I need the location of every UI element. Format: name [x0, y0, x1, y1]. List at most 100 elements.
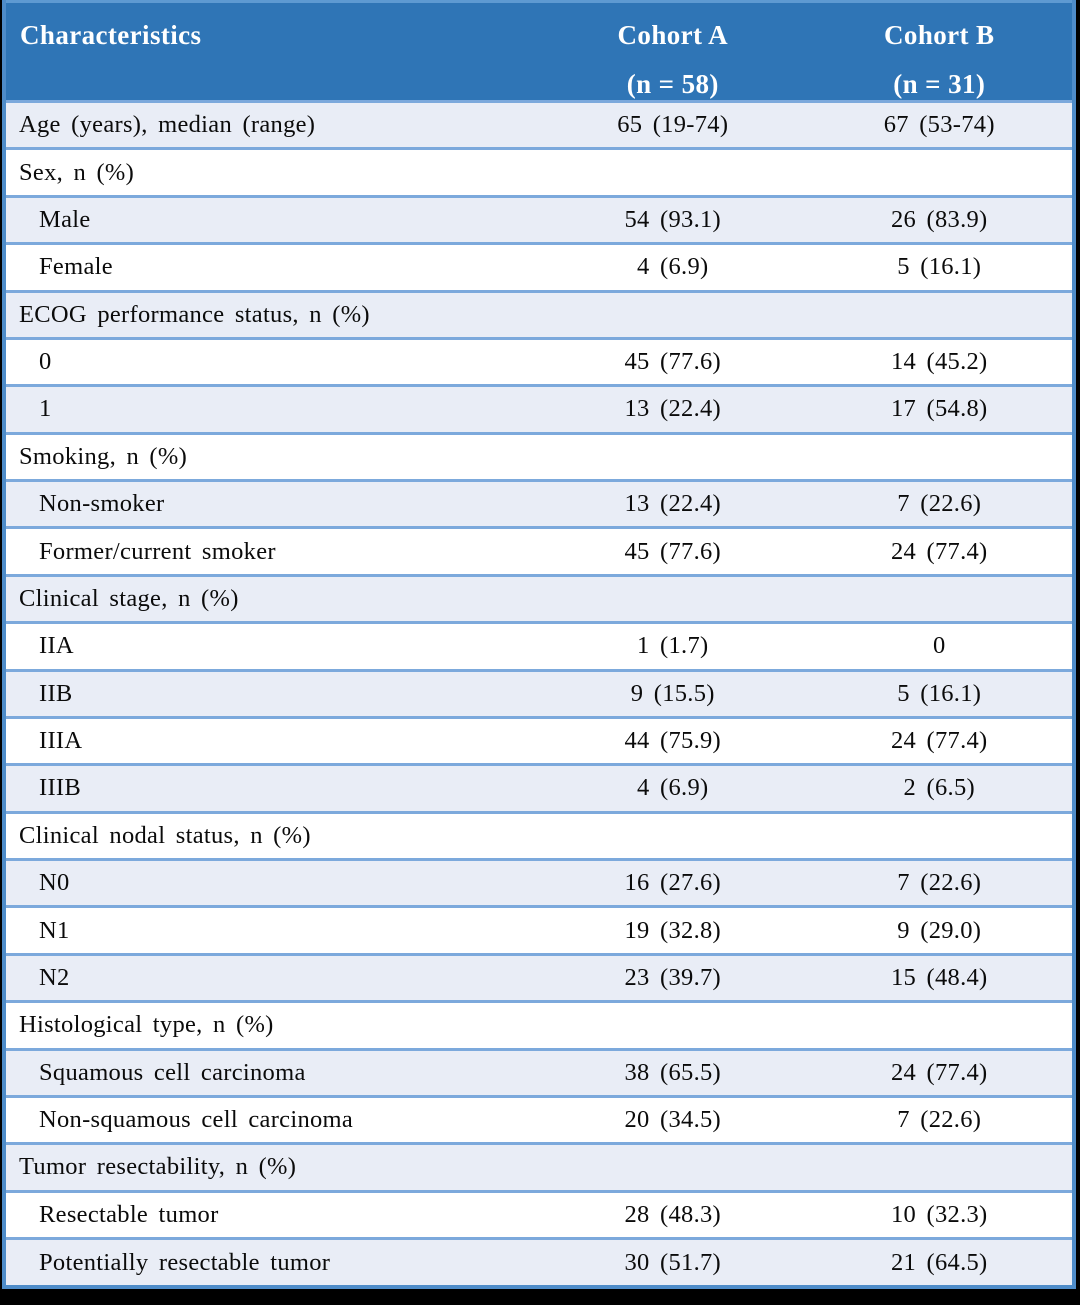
section-row: Smoking, n (%) [4, 433, 1074, 483]
characteristic-cell: 1 [4, 385, 539, 435]
cohort-a-value-cell: 9 (15.5) [539, 670, 807, 719]
cohort-b-value-cell: 7 (22.6) [806, 859, 1074, 909]
characteristic-cell: IIIA [4, 717, 539, 767]
cohort-b-value-cell: 7 (22.6) [806, 1096, 1074, 1146]
cohort-a-value-cell: 65 (19-74) [539, 101, 807, 151]
cohort-b-value-cell [806, 148, 1074, 198]
characteristic-cell: Sex, n (%) [4, 148, 539, 198]
characteristic-cell: Potentially resectable tumor [4, 1238, 539, 1289]
table-row: N1 19 (32.8) 9 (29.0) [4, 906, 1074, 956]
characteristic-cell: Resectable tumor [4, 1191, 539, 1241]
cohort-b-label: Cohort B [884, 20, 995, 50]
cohort-b-value-cell [806, 575, 1074, 625]
section-row: ECOG performance status, n (%) [4, 291, 1074, 340]
cohort-b-value-cell: 0 [806, 622, 1074, 672]
characteristic-cell: Male [4, 196, 539, 246]
cohort-a-value-cell: 1 (1.7) [539, 622, 807, 672]
table-row: Resectable tumor 28 (48.3) 10 (32.3) [4, 1191, 1074, 1241]
cohort-a-value-cell: 54 (93.1) [539, 196, 807, 246]
characteristic-cell: IIA [4, 622, 539, 672]
cohort-a-value-cell: 44 (75.9) [539, 717, 807, 767]
cohort-a-value-cell: 38 (65.5) [539, 1049, 807, 1098]
characteristic-cell: Clinical nodal status, n (%) [4, 812, 539, 862]
cohort-b-value-cell: 15 (48.4) [806, 954, 1074, 1004]
cohort-a-value-cell: 16 (27.6) [539, 859, 807, 909]
cohort-b-value-cell: 14 (45.2) [806, 338, 1074, 388]
cohort-a-value-cell [539, 1001, 807, 1051]
cohort-b-value-cell: 2 (6.5) [806, 764, 1074, 814]
bottom-black-bar [0, 1289, 1080, 1305]
header-row: Characteristics Cohort A (n = 58) Cohort… [4, 1, 1074, 103]
cohort-a-value-cell [539, 575, 807, 625]
cohort-a-value-cell [539, 1143, 807, 1193]
cohort-a-value-cell: 45 (77.6) [539, 338, 807, 388]
cohort-a-value-cell: 20 (34.5) [539, 1096, 807, 1146]
characteristic-cell: Female [4, 243, 539, 293]
cohort-b-value-cell: 24 (77.4) [806, 527, 1074, 577]
cohort-b-value-cell: 26 (83.9) [806, 196, 1074, 246]
cohort-a-n: (n = 58) [626, 69, 719, 99]
cohort-a-value-cell [539, 291, 807, 340]
cohort-b-value-cell: 67 (53-74) [806, 101, 1074, 151]
header-characteristics: Characteristics [4, 1, 539, 103]
characteristic-cell: Non-smoker [4, 480, 539, 530]
characteristic-cell: Age (years), median (range) [4, 101, 539, 151]
characteristic-cell: ECOG performance status, n (%) [4, 291, 539, 340]
cohort-b-n: (n = 31) [893, 69, 986, 99]
cohort-a-value-cell: 28 (48.3) [539, 1191, 807, 1241]
table-row: Age (years), median (range) 65 (19-74) 67 … [4, 101, 1074, 151]
table-row: Non-squamous cell carcinoma 20 (34.5) 7 (2… [4, 1096, 1074, 1146]
table-row: Non-smoker 13 (22.4) 7 (22.6) [4, 480, 1074, 530]
section-row: Histological type, n (%) [4, 1001, 1074, 1051]
table-row: Female 4 (6.9) 5 (16.1) [4, 243, 1074, 293]
cohort-b-value-cell: 24 (77.4) [806, 1049, 1074, 1098]
table-row: N0 16 (27.6) 7 (22.6) [4, 859, 1074, 909]
table-row: Squamous cell carcinoma 38 (65.5) 24 (77.4… [4, 1049, 1074, 1098]
table-row: IIIA 44 (75.9) 24 (77.4) [4, 717, 1074, 767]
cohort-a-value-cell: 13 (22.4) [539, 385, 807, 435]
cohort-b-value-cell [806, 812, 1074, 862]
cohort-b-value-cell: 21 (64.5) [806, 1238, 1074, 1289]
cohort-b-value-cell [806, 1001, 1074, 1051]
characteristic-cell: Squamous cell carcinoma [4, 1049, 539, 1098]
header-cohort-a: Cohort A (n = 58) [539, 1, 807, 103]
cohort-a-value-cell: 4 (6.9) [539, 243, 807, 293]
characteristic-cell: Clinical stage, n (%) [4, 575, 539, 625]
cohort-a-value-cell [539, 148, 807, 198]
section-row: Clinical stage, n (%) [4, 575, 1074, 625]
cohort-b-value-cell: 5 (16.1) [806, 670, 1074, 719]
cohort-b-value-cell [806, 1143, 1074, 1193]
section-row: Sex, n (%) [4, 148, 1074, 198]
cohort-b-value-cell: 7 (22.6) [806, 480, 1074, 530]
characteristic-cell: Former/current smoker [4, 527, 539, 577]
characteristic-cell: 0 [4, 338, 539, 388]
characteristic-cell: IIB [4, 670, 539, 719]
cohort-a-value-cell: 30 (51.7) [539, 1238, 807, 1289]
cohort-b-value-cell: 24 (77.4) [806, 717, 1074, 767]
characteristic-cell: Smoking, n (%) [4, 433, 539, 483]
cohort-b-value-cell [806, 433, 1074, 483]
cohort-a-value-cell [539, 433, 807, 483]
cohort-a-value-cell: 45 (77.6) [539, 527, 807, 577]
table-row: IIIB 4 (6.9) 2 (6.5) [4, 764, 1074, 814]
cohort-b-value-cell: 9 (29.0) [806, 906, 1074, 956]
cohort-a-value-cell: 4 (6.9) [539, 764, 807, 814]
table-row: N2 23 (39.7) 15 (48.4) [4, 954, 1074, 1004]
characteristic-cell: N0 [4, 859, 539, 909]
characteristic-cell: Tumor resectability, n (%) [4, 1143, 539, 1193]
table-row: 1 13 (22.4) 17 (54.8) [4, 385, 1074, 435]
section-row: Clinical nodal status, n (%) [4, 812, 1074, 862]
header-cohort-b: Cohort B (n = 31) [806, 1, 1074, 103]
table-row: Former/current smoker 45 (77.6) 24 (77.4) [4, 527, 1074, 577]
cohort-a-value-cell [539, 812, 807, 862]
table-row: IIA 1 (1.7) 0 [4, 622, 1074, 672]
characteristic-cell: Non-squamous cell carcinoma [4, 1096, 539, 1146]
table-row: Potentially resectable tumor 30 (51.7) 21 … [4, 1238, 1074, 1289]
section-row: Tumor resectability, n (%) [4, 1143, 1074, 1193]
cohort-a-value-cell: 13 (22.4) [539, 480, 807, 530]
characteristic-cell: N1 [4, 906, 539, 956]
table-body: Age (years), median (range) 65 (19-74) 67 … [4, 101, 1074, 1289]
